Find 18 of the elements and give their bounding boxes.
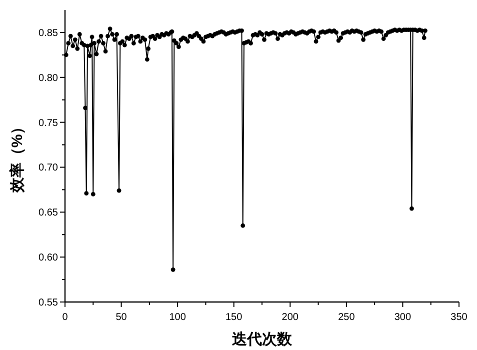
y-tick-label: 0.75: [38, 118, 58, 129]
x-axis-title: 迭代次数: [231, 331, 293, 348]
x-tick-label: 0: [62, 312, 68, 323]
x-tick-label: 100: [169, 312, 186, 323]
x-tick-label: 200: [282, 312, 299, 323]
y-tick-label: 0.70: [38, 162, 58, 174]
y-tick-label: 0.80: [38, 72, 58, 84]
x-tick-label: 250: [338, 312, 356, 323]
x-tick-label: 350: [450, 312, 468, 323]
y-tick-label: 0.65: [38, 208, 58, 219]
x-tick-label: 50: [116, 312, 128, 323]
x-tick-label: 300: [394, 312, 412, 323]
y-tick-label: 0.55: [38, 298, 58, 308]
y-axis-title: 效率（%）: [8, 119, 26, 194]
x-tick-label: 150: [226, 312, 243, 323]
plot: 0 50 100 150 200 250 300 350 0.55 0.60 0.65 0.70 0.75 0.80 0.85 迭代次数 效率（%）: [9, 10, 468, 348]
y-tick-label: 0.60: [38, 252, 58, 264]
y-tick-label: 0.85: [38, 28, 58, 39]
